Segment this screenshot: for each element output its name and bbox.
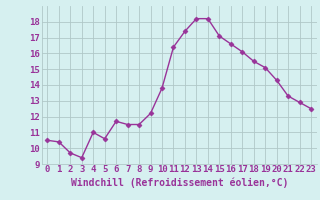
X-axis label: Windchill (Refroidissement éolien,°C): Windchill (Refroidissement éolien,°C) bbox=[70, 177, 288, 188]
